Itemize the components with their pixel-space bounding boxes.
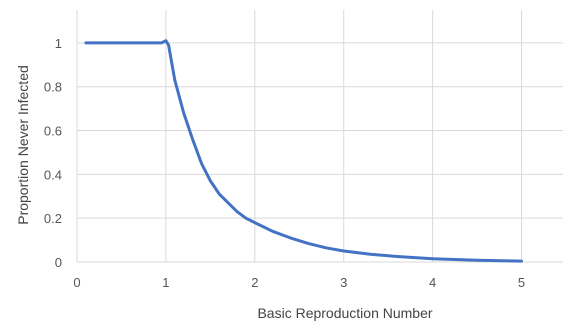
- x-tick-labels: 0 1 2 3 4 5: [73, 275, 525, 290]
- y-tick-label: 1: [55, 36, 62, 51]
- x-tick-label: 3: [340, 275, 347, 290]
- x-axis-title: Basic Reproduction Number: [257, 305, 432, 321]
- x-tick-label: 4: [429, 275, 436, 290]
- y-tick-label: 0.2: [44, 211, 62, 226]
- y-tick-label: 0.6: [44, 124, 62, 139]
- y-tick-label: 0.4: [44, 167, 62, 182]
- series-line: [84, 39, 523, 263]
- x-tick-label: 1: [162, 275, 169, 290]
- y-tick-label: 0: [55, 255, 62, 270]
- y-tick-label: 0.8: [44, 80, 62, 95]
- x-tick-label: 5: [518, 275, 525, 290]
- x-tick-label: 2: [251, 275, 258, 290]
- grid-lines: [76, 10, 563, 263]
- series-layer: [84, 39, 523, 263]
- x-tick-label: 0: [73, 275, 80, 290]
- y-axis-title: Proportion Never Infected: [15, 65, 31, 225]
- y-tick-labels: 0 0.2 0.4 0.6 0.8 1: [44, 36, 62, 270]
